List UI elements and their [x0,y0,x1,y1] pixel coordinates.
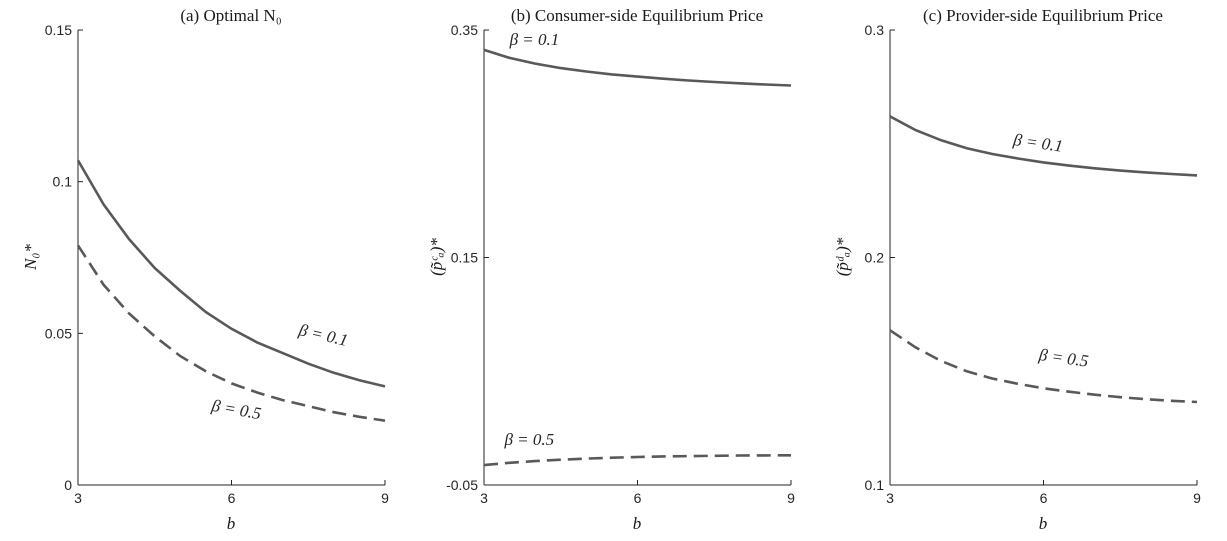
y-axis-label: (p̃ᵈₐ)* [833,237,852,276]
x-tick-label: 6 [634,490,642,506]
plot-area: 3 6 9 -0.05 0.15 0.35 β = 0.1 β = 0.5 [446,22,795,506]
series-line-solid [889,115,1198,177]
series-annotation: β = 0.5 [209,396,262,424]
series-annotation: β = 0.1 [296,320,350,350]
series-annotation: β = 0.1 [509,30,560,49]
chart-title: (a) Optimal N₀ [180,6,281,25]
plot-area: 3 6 9 0.1 0.2 0.3 β = 0.1 β = 0.5 [865,22,1202,506]
chart-panel-c: (c) Provider-side Equilibrium Price (p̃ᵈ… [833,6,1201,533]
series-annotation: β = 0.5 [503,430,554,449]
series-annotation: β = 0.1 [1011,130,1064,156]
x-tick-label: 9 [381,490,389,506]
series-line-solid [76,159,386,388]
y-tick-label: 0.05 [45,325,72,341]
y-axis-label: (p̃ᶜₐ)* [427,238,446,276]
chart-panel-a: (a) Optimal N₀ N₀* b 3 6 9 0 0.05 0.1 0.15 β = … [21,6,389,533]
x-tick-label: 9 [787,490,795,506]
x-axis-label: b [1039,514,1048,533]
y-tick-label: 0.15 [451,250,478,266]
x-axis-label: b [633,514,642,533]
chart-panel-b: (b) Consumer-side Equilibrium Price (p̃ᶜ… [427,6,795,533]
x-tick-label: 6 [228,490,236,506]
x-tick-label: 6 [1040,490,1048,506]
y-tick-label: 0 [64,477,72,493]
y-tick-label: 0.1 [53,174,73,190]
y-tick-label: -0.05 [446,477,478,493]
x-tick-label: 9 [1193,490,1201,506]
y-tick-label: 0.1 [865,477,885,493]
series-line-dashed [483,453,792,467]
x-axis-label: b [227,514,236,533]
y-tick-label: 0.2 [865,250,885,266]
series-line-dashed [76,244,386,422]
plot-area: 3 6 9 0 0.05 0.1 0.15 β = 0.1 β = 0.5 [45,22,389,506]
y-tick-label: 0.15 [45,22,72,38]
chart-title: (c) Provider-side Equilibrium Price [923,6,1163,25]
x-tick-label: 3 [74,490,82,506]
series-line-dashed [889,329,1198,404]
series-line-solid [483,48,792,87]
x-tick-label: 3 [886,490,894,506]
x-tick-label: 3 [480,490,488,506]
chart-title: (b) Consumer-side Equilibrium Price [511,6,763,25]
y-axis-label: N₀* [21,244,40,271]
series-annotation: β = 0.5 [1037,345,1090,371]
y-tick-label: 0.35 [451,22,478,38]
y-tick-label: 0.3 [865,22,885,38]
